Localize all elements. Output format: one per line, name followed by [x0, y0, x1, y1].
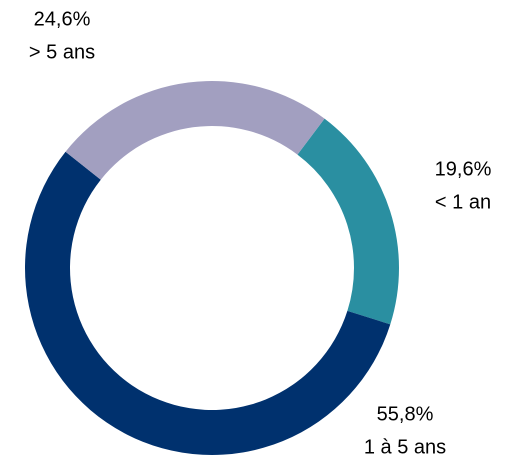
donut-segment	[24, 151, 391, 455]
value-label: 19,6%	[435, 158, 492, 180]
category-label: < 1 an	[435, 191, 491, 213]
donut-segment	[297, 118, 399, 325]
value-label: 55,8%	[377, 403, 434, 425]
category-label: > 5 ans	[29, 41, 95, 63]
donut-segment	[65, 81, 325, 180]
category-label: 1 à 5 ans	[364, 436, 446, 458]
value-label: 24,6%	[34, 8, 91, 30]
